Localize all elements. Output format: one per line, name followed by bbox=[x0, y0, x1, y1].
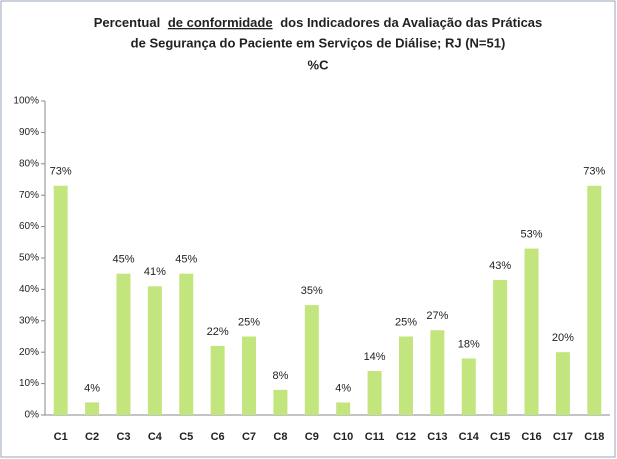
y-tick-label: 10% bbox=[19, 378, 39, 389]
data-label: 18% bbox=[458, 338, 480, 350]
data-label: 4% bbox=[335, 382, 351, 394]
x-tick-label: C3 bbox=[116, 431, 130, 443]
x-tick-label: C6 bbox=[211, 431, 225, 443]
bar bbox=[179, 273, 194, 415]
x-tick-label: C13 bbox=[427, 431, 447, 443]
data-label: 4% bbox=[84, 382, 100, 394]
y-tick-label: 20% bbox=[19, 347, 39, 358]
data-label: 43% bbox=[489, 260, 511, 272]
y-tick-label: 40% bbox=[19, 284, 39, 295]
x-tick-label: C14 bbox=[459, 431, 480, 443]
x-tick-label: C10 bbox=[333, 431, 353, 443]
bar bbox=[398, 336, 413, 415]
data-label: 73% bbox=[583, 166, 605, 178]
x-tick-label: C17 bbox=[553, 431, 573, 443]
data-label: 8% bbox=[272, 370, 288, 382]
data-label: 27% bbox=[426, 310, 448, 322]
x-tick-label: C9 bbox=[305, 431, 319, 443]
x-tick-label: C7 bbox=[242, 431, 256, 443]
bar bbox=[555, 352, 570, 415]
bar bbox=[430, 330, 445, 415]
x-tick-label: C1 bbox=[54, 431, 68, 443]
bar bbox=[524, 248, 539, 415]
data-label: 45% bbox=[175, 254, 197, 266]
x-tick-label: C8 bbox=[273, 431, 287, 443]
bar bbox=[147, 286, 162, 415]
bar bbox=[367, 371, 382, 415]
data-label: 73% bbox=[50, 166, 72, 178]
title-part: dos Indicadores da Avaliação das Prática… bbox=[280, 15, 542, 30]
y-tick-label: 30% bbox=[19, 315, 39, 326]
bar bbox=[493, 279, 508, 415]
y-tick-label: 70% bbox=[19, 190, 39, 201]
x-tick-label: C5 bbox=[179, 431, 193, 443]
bar bbox=[273, 389, 288, 415]
data-label: 45% bbox=[112, 254, 134, 266]
x-tick-label: C18 bbox=[584, 431, 604, 443]
bar bbox=[336, 402, 351, 415]
data-label: 22% bbox=[207, 326, 229, 338]
x-tick-label: C15 bbox=[490, 431, 510, 443]
data-label: 25% bbox=[395, 316, 417, 328]
y-tick-label: 90% bbox=[19, 127, 39, 138]
chart-title: Percentual de conformidade dos Indicador… bbox=[94, 15, 543, 30]
title-part: Percentual bbox=[94, 15, 160, 30]
x-tick-label: C4 bbox=[148, 431, 163, 443]
y-tick-label: 80% bbox=[19, 158, 39, 169]
y-tick-label: 60% bbox=[19, 221, 39, 232]
bar bbox=[53, 185, 68, 415]
data-label: 35% bbox=[301, 285, 323, 297]
chart-title: de Segurança do Paciente em Serviços de … bbox=[131, 35, 506, 50]
bar bbox=[116, 273, 131, 415]
x-tick-label: C11 bbox=[365, 431, 385, 443]
bar bbox=[587, 185, 602, 415]
y-tick-label: 100% bbox=[13, 96, 39, 107]
bar bbox=[242, 336, 257, 415]
bar bbox=[210, 345, 225, 415]
title-part: de conformidade bbox=[168, 15, 273, 30]
data-label: 20% bbox=[552, 332, 574, 344]
data-label: 41% bbox=[144, 266, 166, 278]
x-tick-label: C2 bbox=[85, 431, 99, 443]
data-label: 14% bbox=[364, 351, 386, 363]
y-tick-label: 50% bbox=[19, 253, 39, 264]
bar bbox=[461, 358, 476, 415]
y-tick-label: 0% bbox=[25, 410, 40, 421]
bar bbox=[304, 305, 319, 415]
data-label: 53% bbox=[521, 228, 543, 240]
x-tick-label: C16 bbox=[521, 431, 541, 443]
chart-subtitle: %C bbox=[308, 57, 330, 72]
x-tick-label: C12 bbox=[396, 431, 416, 443]
data-label: 25% bbox=[238, 316, 260, 328]
bar bbox=[85, 402, 100, 415]
